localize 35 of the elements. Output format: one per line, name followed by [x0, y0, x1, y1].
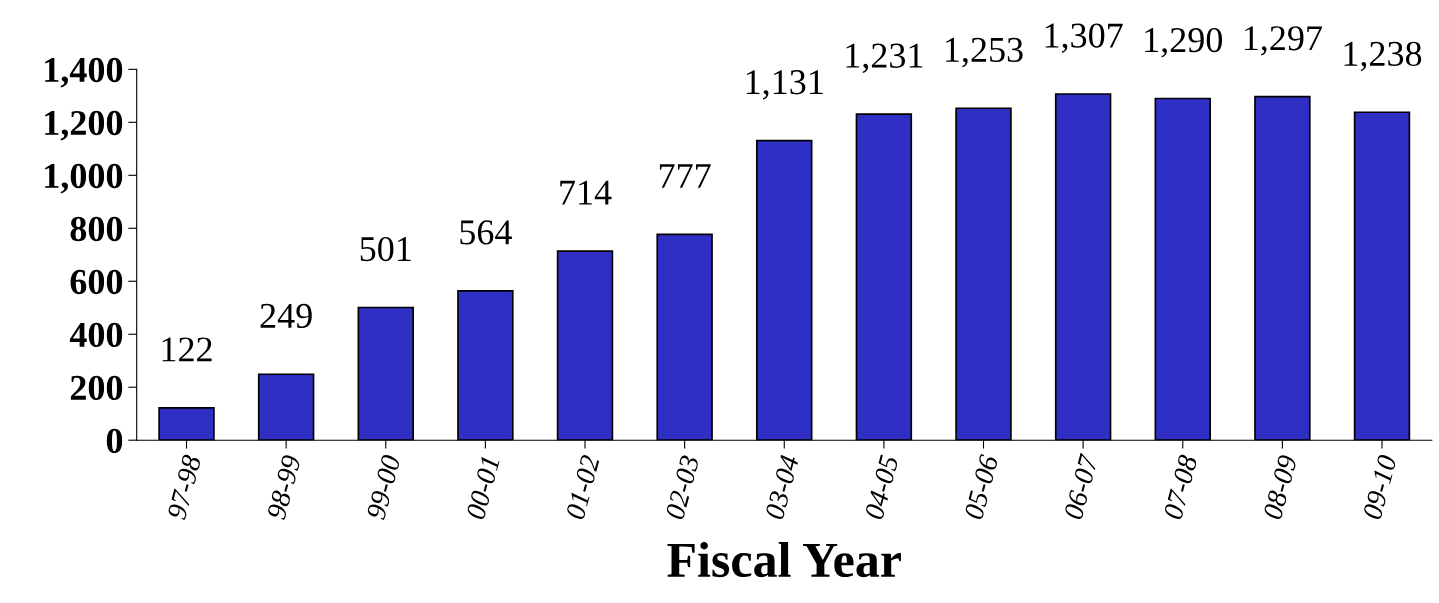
y-tick-label: 800 — [70, 216, 123, 242]
x-tick-label: 05-06 — [964, 453, 999, 521]
y-tick-label: 400 — [69, 322, 123, 348]
y-tick-label: 200 — [70, 375, 123, 401]
x-tick-label: 08-09 — [1262, 454, 1298, 521]
data-label: 777 — [659, 164, 711, 188]
x-tick-label: 02-03 — [665, 454, 700, 521]
x-tick-label: 98-99 — [266, 454, 302, 521]
data-label: 564 — [460, 220, 512, 245]
x-tick-label: 01-02 — [565, 454, 600, 521]
x-tick-label: 03-04 — [764, 454, 800, 521]
x-axis-title: Fiscal Year — [667, 541, 901, 578]
x-tick-label: 06-07 — [1063, 452, 1099, 521]
x-tick-label: 00-01 — [465, 456, 500, 521]
x-tick-label: 04-05 — [864, 454, 899, 521]
x-tick-label: 99-00 — [366, 453, 401, 521]
x-tick-label: 97-98 — [166, 453, 202, 521]
data-label: 1,297 — [1244, 26, 1322, 56]
x-tick-label: 09-10 — [1362, 453, 1398, 521]
data-label: 122 — [162, 337, 212, 362]
y-tick-label: 0 — [106, 428, 123, 454]
data-label: 1,253 — [946, 37, 1023, 68]
data-label: 1,131 — [746, 70, 823, 100]
data-label: 1,231 — [846, 43, 923, 74]
data-label: 501 — [360, 236, 411, 262]
data-label: 1,307 — [1045, 23, 1123, 53]
y-tick-label: 1,200 — [45, 110, 123, 141]
y-tick-label: 1,000 — [45, 163, 123, 194]
data-label: 1,238 — [1344, 41, 1422, 72]
y-tick-label: 600 — [70, 269, 123, 295]
data-label: 714 — [560, 180, 612, 205]
data-label: 1,290 — [1145, 27, 1222, 58]
x-tick-label: 07-08 — [1163, 453, 1198, 521]
data-label: 249 — [260, 303, 312, 329]
y-tick-label: 1,400 — [45, 57, 123, 88]
